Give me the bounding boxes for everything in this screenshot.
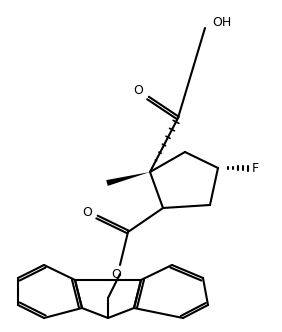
Text: F: F (252, 161, 259, 175)
Text: O: O (111, 268, 121, 281)
Text: O: O (82, 206, 92, 218)
Text: O: O (133, 84, 143, 97)
Text: OH: OH (212, 16, 231, 29)
Polygon shape (106, 172, 150, 186)
